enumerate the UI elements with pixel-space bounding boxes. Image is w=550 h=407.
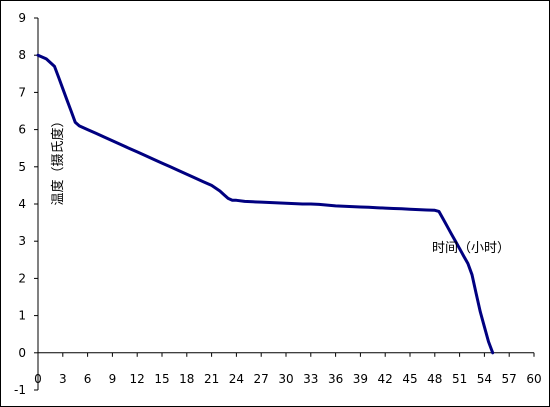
y-tick-label: 2: [18, 271, 26, 285]
x-tick-label: 48: [427, 372, 442, 386]
y-tick-label: 7: [18, 85, 26, 99]
x-tick-label: 9: [109, 372, 117, 386]
y-tick-label: 9: [18, 11, 26, 25]
x-tick-label: 18: [179, 372, 194, 386]
y-tick-label: 5: [18, 160, 26, 174]
x-tick-label: 54: [477, 372, 492, 386]
x-tick-label: 57: [502, 372, 517, 386]
x-axis-title: 时间（小时）: [432, 241, 510, 256]
x-tick-label: 21: [204, 372, 219, 386]
y-tick-label: 1: [18, 309, 26, 323]
x-tick-label: 45: [402, 372, 417, 386]
temperature-series-line: [36, 53, 495, 355]
x-tick-label: 24: [229, 372, 244, 386]
y-tick-label: 4: [18, 197, 26, 211]
y-axis-title: 温度（摄氏度）: [50, 114, 66, 205]
x-tick-label: 3: [59, 372, 67, 386]
y-tick-label: 6: [18, 123, 26, 137]
x-tick-label: 30: [278, 372, 293, 386]
y-tick-label: 3: [18, 234, 26, 248]
x-tick-label: 60: [526, 372, 541, 386]
x-tick-label: 36: [328, 372, 343, 386]
x-tick-label: 0: [34, 372, 42, 386]
x-tick-label: 15: [154, 372, 169, 386]
x-tick-label: 6: [84, 372, 92, 386]
x-tick-label: 33: [303, 372, 318, 386]
axes: [34, 17, 535, 391]
x-tick-label: 39: [353, 372, 368, 386]
x-tick-label: 12: [130, 372, 145, 386]
y-tick-label: -1: [14, 383, 26, 397]
y-tick-label: 8: [18, 48, 26, 62]
y-tick-label: 0: [18, 346, 26, 360]
x-tick-label: 27: [254, 372, 269, 386]
x-tick-label: 51: [452, 372, 467, 386]
x-tick-label: 42: [378, 372, 393, 386]
